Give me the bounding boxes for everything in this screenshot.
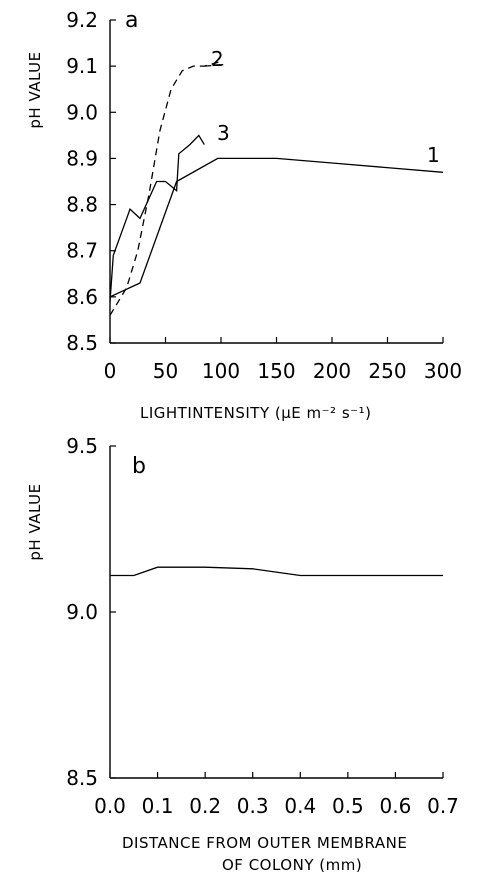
x-tick-label: 0.0 bbox=[94, 794, 126, 818]
series-label: 1 bbox=[427, 143, 440, 167]
series-line-1 bbox=[110, 567, 443, 575]
x-tick-label: 200 bbox=[313, 359, 351, 383]
y-axis-title: pH VALUE bbox=[26, 51, 44, 128]
x-axis-title-line: OF COLONY (mm) bbox=[222, 856, 362, 874]
chart-panel-a: 0 50 100 150 200 250 300 8.5 8.6 8.7 8.8 8.9 9.0 9.1 9… bbox=[26, 8, 462, 422]
y-tick-label: 8.5 bbox=[66, 766, 98, 790]
series-label: 3 bbox=[217, 121, 230, 145]
x-axis-title: LIGHTINTENSITY (μE m⁻² s⁻¹) bbox=[140, 404, 371, 422]
x-tick-label: 0.2 bbox=[189, 794, 221, 818]
y-tick-label: 8.7 bbox=[66, 239, 98, 263]
panel-label: b bbox=[132, 454, 146, 479]
x-axis-title-line: DISTANCE FROM OUTER MEMBRANE bbox=[122, 834, 407, 852]
panel-label: a bbox=[125, 8, 138, 33]
x-tick-label: 0.1 bbox=[142, 794, 174, 818]
x-tick-label: 0.5 bbox=[332, 794, 364, 818]
y-tick-label: 9.0 bbox=[66, 100, 98, 124]
x-tick-label: 250 bbox=[368, 359, 406, 383]
x-tick-label: 0.7 bbox=[427, 794, 459, 818]
x-tick-label: 50 bbox=[153, 359, 178, 383]
x-tick-label: 100 bbox=[202, 359, 240, 383]
y-tick-label: 8.8 bbox=[66, 193, 98, 217]
y-axis-title: pH VALUE bbox=[26, 483, 44, 560]
x-tick-label: 0.6 bbox=[380, 794, 412, 818]
y-tick-label: 8.6 bbox=[66, 285, 98, 309]
series-line-3 bbox=[110, 135, 204, 301]
y-tick-label: 8.5 bbox=[66, 331, 98, 355]
x-tick-label: 0.4 bbox=[284, 794, 316, 818]
chart-panel-b: 0.0 0.1 0.2 0.3 0.4 0.5 0.6 0.7 8.5 9.0 9.5 b pH VAL… bbox=[26, 434, 459, 874]
x-tick-label: 0 bbox=[104, 359, 117, 383]
y-tick-label: 9.2 bbox=[66, 8, 98, 32]
y-tick-label: 9.5 bbox=[66, 434, 98, 458]
y-tick-label: 9.1 bbox=[66, 54, 98, 78]
x-tick-label: 300 bbox=[424, 359, 462, 383]
y-tick-label: 9.0 bbox=[66, 600, 98, 624]
series-label: 2 bbox=[211, 47, 224, 71]
series-line-2 bbox=[110, 62, 221, 316]
series-line-1 bbox=[110, 158, 443, 297]
x-tick-label: 0.3 bbox=[237, 794, 269, 818]
y-tick-label: 8.9 bbox=[66, 146, 98, 170]
x-tick-label: 150 bbox=[257, 359, 295, 383]
